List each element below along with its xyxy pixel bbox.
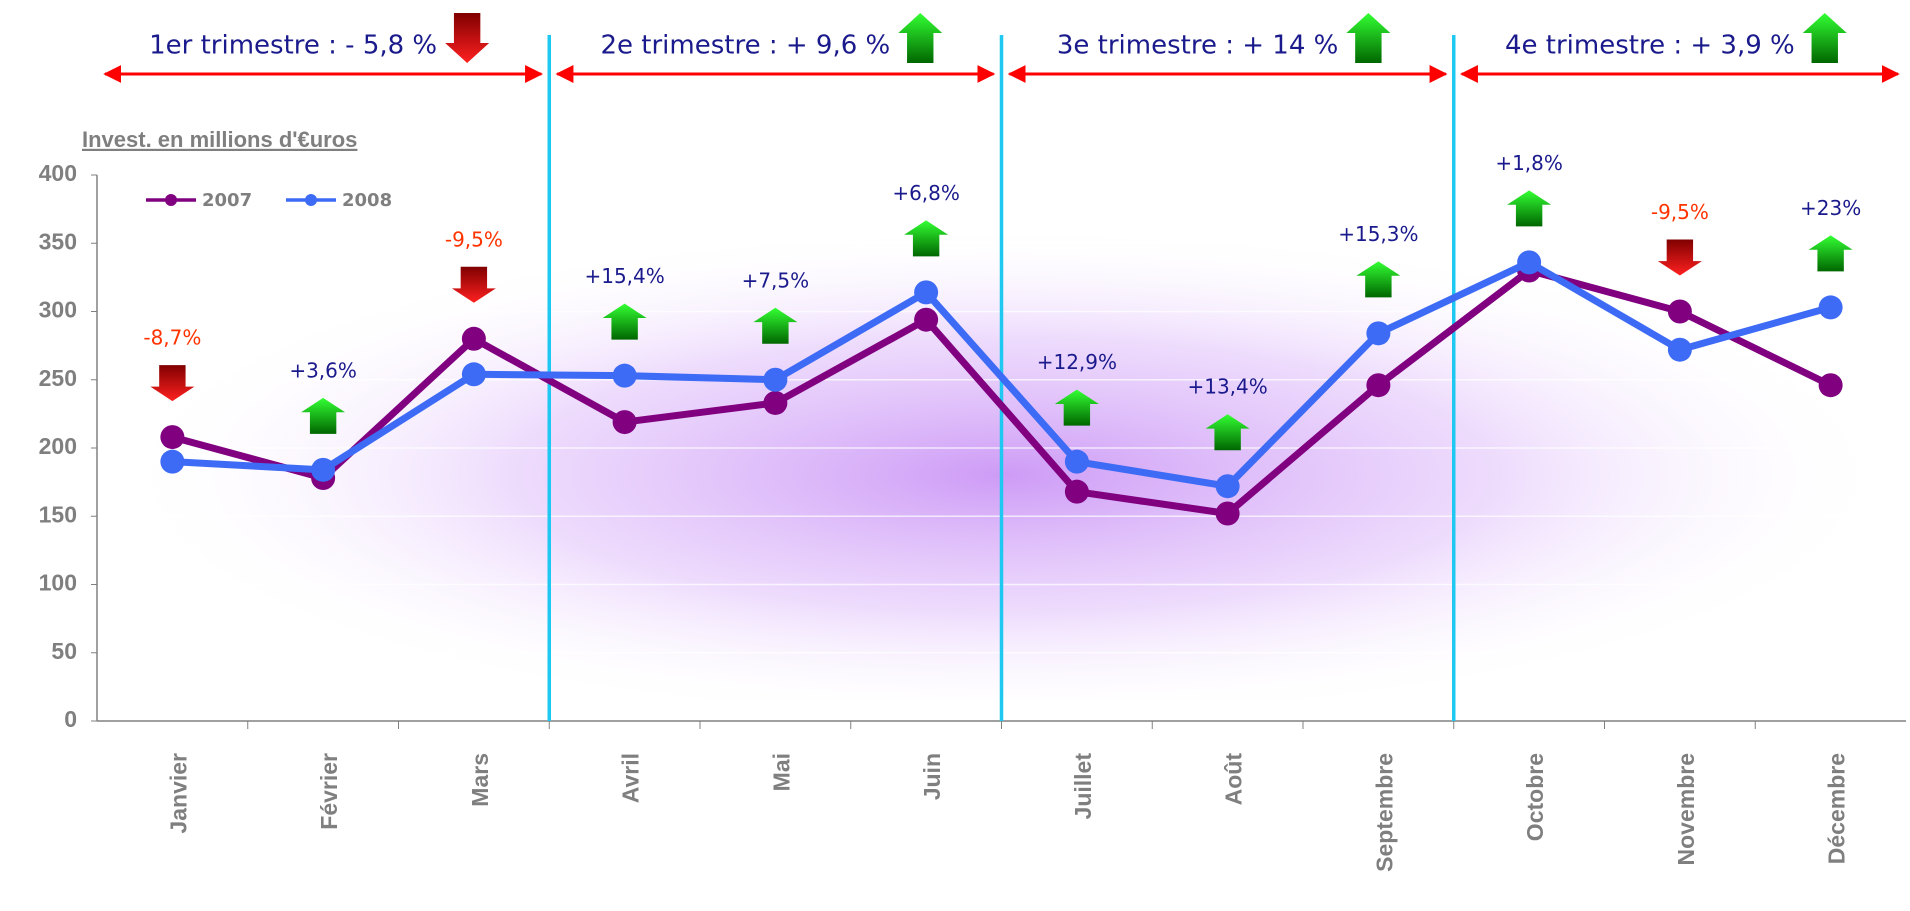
point: [461, 326, 486, 351]
point: [1215, 501, 1240, 526]
quarter-arrow: [898, 13, 943, 63]
change-label: +23%: [1800, 196, 1861, 220]
change-arrow: [150, 365, 195, 402]
change-arrow: [1657, 239, 1702, 276]
point: [1064, 449, 1089, 474]
change-arrow: [301, 397, 346, 434]
y-tick-label: 100: [39, 570, 77, 596]
quarter-arrow: [1346, 13, 1391, 63]
quarter-label: 4e trimestre : + 3,9 %: [1505, 31, 1795, 61]
point: [914, 280, 939, 305]
x-tick-label: Juillet: [1070, 753, 1096, 820]
x-tick-label: Août: [1221, 753, 1247, 806]
change-label: +7,5%: [742, 268, 810, 292]
point: [160, 425, 185, 450]
change-label: +15,3%: [1338, 222, 1418, 246]
y-tick-label: 150: [39, 501, 77, 527]
y-tick-label: 0: [64, 706, 77, 732]
change-arrow: [602, 303, 647, 340]
quarter-label: 1er trimestre : - 5,8 %: [149, 31, 437, 61]
point: [1215, 474, 1240, 499]
change-label: +13,4%: [1187, 375, 1267, 399]
change-arrow: [1205, 414, 1250, 451]
change-label: -8,7%: [143, 326, 201, 350]
legend-label: 2008: [342, 190, 392, 211]
plot-glow: [110, 200, 1900, 700]
x-tick-label: Mars: [467, 753, 493, 807]
point: [763, 367, 788, 392]
change-arrow: [753, 307, 798, 344]
x-tick-label: Septembre: [1371, 753, 1397, 872]
point: [612, 410, 637, 435]
y-tick-label: 250: [39, 365, 77, 391]
x-tick-label: Juin: [919, 753, 945, 800]
point: [1517, 250, 1542, 275]
change-label: +1,8%: [1495, 151, 1563, 175]
change-label: +6,8%: [892, 181, 960, 205]
change-arrow: [1808, 235, 1853, 272]
x-tick-label: Octobre: [1522, 753, 1548, 841]
point: [612, 363, 637, 388]
change-label: +3,6%: [289, 358, 357, 382]
point: [1366, 321, 1391, 346]
quarter-label: 3e trimestre : + 14 %: [1057, 31, 1338, 61]
point: [311, 457, 336, 482]
point: [1818, 373, 1843, 398]
y-tick-label: 300: [39, 297, 77, 323]
legend-label: 2007: [202, 190, 252, 211]
x-tick-label: Janvier: [165, 753, 191, 834]
y-axis-title: Invest. en millions d'€uros: [82, 127, 357, 152]
x-tick-label: Mai: [768, 753, 794, 791]
quarter-label: 2e trimestre : + 9,6 %: [601, 31, 891, 61]
y-tick-label: 400: [39, 160, 77, 186]
quarter-arrow: [445, 13, 490, 63]
x-tick-label: Avril: [618, 753, 644, 803]
change-arrow: [451, 266, 496, 303]
legend-marker: [305, 194, 317, 206]
point: [1667, 337, 1692, 362]
y-tick-label: 200: [39, 433, 77, 459]
x-tick-label: Février: [316, 753, 342, 830]
change-label: -9,5%: [1651, 200, 1709, 224]
point: [1064, 479, 1089, 504]
point: [1667, 299, 1692, 324]
change-label: -9,5%: [445, 227, 503, 251]
point: [1366, 373, 1391, 398]
change-arrow: [1054, 389, 1099, 426]
change-label: +15,4%: [584, 264, 664, 288]
change-arrow: [904, 220, 949, 257]
legend-marker: [165, 194, 177, 206]
point: [1818, 295, 1843, 320]
point: [914, 307, 939, 332]
change-arrow: [1356, 261, 1401, 298]
change-arrow: [1507, 190, 1552, 227]
x-tick-label: Novembre: [1673, 753, 1699, 865]
point: [763, 390, 788, 415]
point: [461, 362, 486, 387]
point: [160, 449, 185, 474]
change-label: +12,9%: [1037, 350, 1117, 374]
y-tick-label: 50: [51, 638, 77, 664]
series-line: [172, 258, 1832, 490]
y-tick-label: 350: [39, 228, 77, 254]
quarter-arrow: [1802, 13, 1847, 63]
x-tick-label: Décembre: [1824, 753, 1850, 864]
